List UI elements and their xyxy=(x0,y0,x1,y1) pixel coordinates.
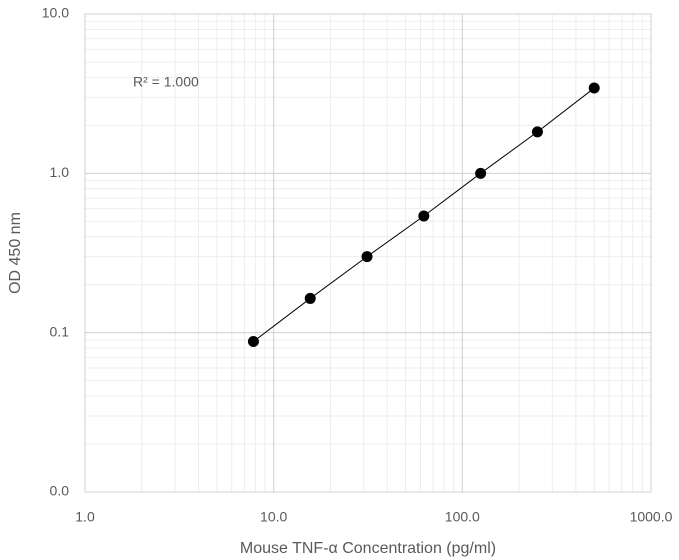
y-tick-label: 0.1 xyxy=(50,323,70,339)
data-point xyxy=(531,126,543,138)
annotation: R² = 1.000 xyxy=(133,74,199,90)
data-point xyxy=(304,292,316,304)
y-tick-label: 10.0 xyxy=(42,5,69,21)
x-tick-label: 1.0 xyxy=(75,509,95,525)
data-point xyxy=(418,210,430,222)
data-point xyxy=(361,251,373,263)
x-tick-label: 100.0 xyxy=(445,509,480,525)
data-point xyxy=(588,82,600,94)
plot-frame xyxy=(84,13,652,493)
plot-marks xyxy=(247,82,600,348)
data-point xyxy=(475,167,487,179)
y-tick-label: 0.0 xyxy=(50,483,70,499)
x-axis-title: Mouse TNF-α Concentration (pg/ml) xyxy=(240,540,496,557)
x-tick-label: 10.0 xyxy=(260,509,287,525)
data-point xyxy=(247,336,259,348)
grid xyxy=(84,13,652,493)
y-axis-title: OD 450 nm xyxy=(7,212,24,294)
x-tick-label: 1000.0 xyxy=(630,509,673,525)
y-tick-label: 1.0 xyxy=(50,164,70,180)
